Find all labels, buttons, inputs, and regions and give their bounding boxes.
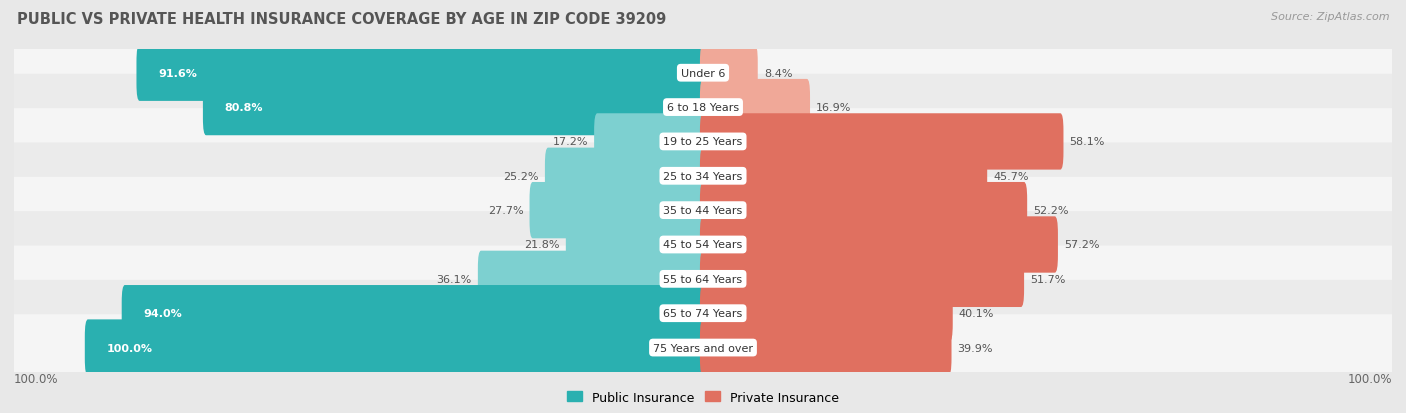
- Legend: Public Insurance, Private Insurance: Public Insurance, Private Insurance: [564, 387, 842, 407]
- FancyBboxPatch shape: [700, 45, 758, 102]
- FancyBboxPatch shape: [700, 320, 952, 376]
- FancyBboxPatch shape: [530, 183, 706, 239]
- FancyBboxPatch shape: [700, 285, 953, 342]
- FancyBboxPatch shape: [11, 40, 1395, 107]
- Text: 40.1%: 40.1%: [959, 309, 994, 318]
- Text: 6 to 18 Years: 6 to 18 Years: [666, 103, 740, 113]
- Text: Under 6: Under 6: [681, 69, 725, 78]
- Text: 52.2%: 52.2%: [1033, 206, 1069, 216]
- Text: 19 to 25 Years: 19 to 25 Years: [664, 137, 742, 147]
- Text: 94.0%: 94.0%: [143, 309, 181, 318]
- Text: 45 to 54 Years: 45 to 54 Years: [664, 240, 742, 250]
- Text: 100.0%: 100.0%: [14, 373, 59, 385]
- Text: 58.1%: 58.1%: [1070, 137, 1105, 147]
- FancyBboxPatch shape: [565, 217, 706, 273]
- Text: 17.2%: 17.2%: [553, 137, 588, 147]
- Text: 8.4%: 8.4%: [763, 69, 793, 78]
- FancyBboxPatch shape: [478, 251, 706, 307]
- FancyBboxPatch shape: [11, 109, 1395, 176]
- Text: 55 to 64 Years: 55 to 64 Years: [664, 274, 742, 284]
- FancyBboxPatch shape: [202, 80, 706, 136]
- Text: 100.0%: 100.0%: [107, 343, 152, 353]
- Text: Source: ZipAtlas.com: Source: ZipAtlas.com: [1271, 12, 1389, 22]
- Text: 51.7%: 51.7%: [1031, 274, 1066, 284]
- Text: 80.8%: 80.8%: [225, 103, 263, 113]
- Text: 16.9%: 16.9%: [815, 103, 852, 113]
- FancyBboxPatch shape: [700, 251, 1024, 307]
- FancyBboxPatch shape: [546, 148, 706, 204]
- FancyBboxPatch shape: [595, 114, 706, 170]
- FancyBboxPatch shape: [700, 148, 987, 204]
- Text: PUBLIC VS PRIVATE HEALTH INSURANCE COVERAGE BY AGE IN ZIP CODE 39209: PUBLIC VS PRIVATE HEALTH INSURANCE COVER…: [17, 12, 666, 27]
- FancyBboxPatch shape: [11, 314, 1395, 381]
- Text: 25 to 34 Years: 25 to 34 Years: [664, 171, 742, 181]
- Text: 27.7%: 27.7%: [488, 206, 523, 216]
- Text: 45.7%: 45.7%: [993, 171, 1029, 181]
- Text: 36.1%: 36.1%: [436, 274, 471, 284]
- Text: 75 Years and over: 75 Years and over: [652, 343, 754, 353]
- FancyBboxPatch shape: [122, 285, 706, 342]
- Text: 65 to 74 Years: 65 to 74 Years: [664, 309, 742, 318]
- FancyBboxPatch shape: [700, 217, 1057, 273]
- Text: 25.2%: 25.2%: [503, 171, 538, 181]
- Text: 39.9%: 39.9%: [957, 343, 993, 353]
- Text: 91.6%: 91.6%: [157, 69, 197, 78]
- FancyBboxPatch shape: [11, 211, 1395, 278]
- FancyBboxPatch shape: [700, 183, 1028, 239]
- Text: 100.0%: 100.0%: [1347, 373, 1392, 385]
- FancyBboxPatch shape: [11, 178, 1395, 244]
- FancyBboxPatch shape: [700, 80, 810, 136]
- FancyBboxPatch shape: [84, 320, 706, 376]
- FancyBboxPatch shape: [11, 143, 1395, 210]
- Text: 35 to 44 Years: 35 to 44 Years: [664, 206, 742, 216]
- Text: 21.8%: 21.8%: [524, 240, 560, 250]
- FancyBboxPatch shape: [136, 45, 706, 102]
- Text: 57.2%: 57.2%: [1064, 240, 1099, 250]
- FancyBboxPatch shape: [11, 75, 1395, 141]
- FancyBboxPatch shape: [11, 246, 1395, 312]
- FancyBboxPatch shape: [11, 280, 1395, 347]
- FancyBboxPatch shape: [700, 114, 1063, 170]
